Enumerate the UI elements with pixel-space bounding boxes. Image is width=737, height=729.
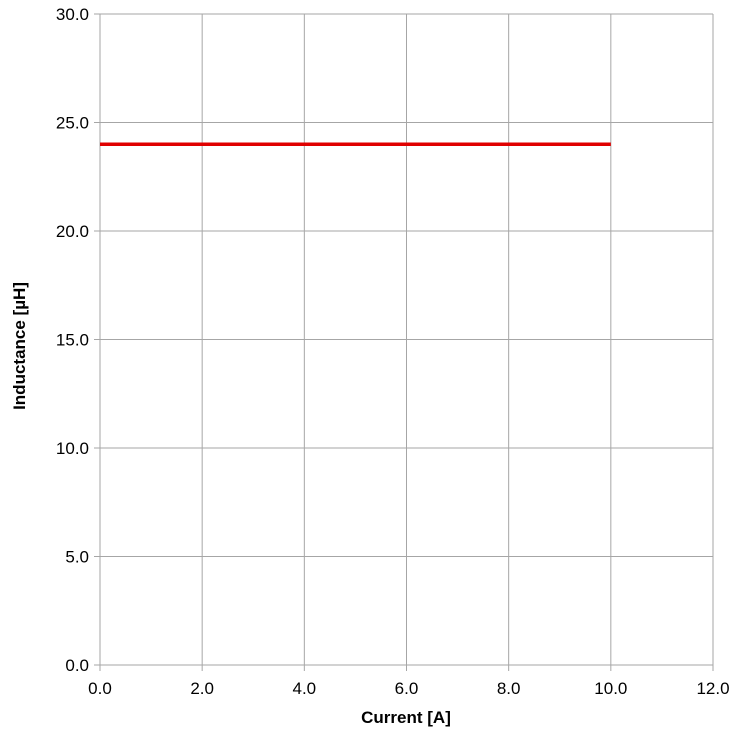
x-tick-label: 4.0 xyxy=(293,679,317,698)
x-tick-label: 10.0 xyxy=(594,679,627,698)
x-axis-title: Current [A] xyxy=(361,708,451,727)
y-tick-label: 10.0 xyxy=(56,439,89,458)
x-tick-label: 2.0 xyxy=(190,679,214,698)
y-tick-label: 25.0 xyxy=(56,114,89,133)
y-tick-label: 20.0 xyxy=(56,222,89,241)
y-axis-title: Inductance [µH] xyxy=(10,282,29,410)
y-tick-label: 0.0 xyxy=(65,656,89,675)
x-tick-label: 8.0 xyxy=(497,679,521,698)
y-tick-label: 30.0 xyxy=(56,5,89,24)
grid xyxy=(94,13,714,671)
y-tick-label: 5.0 xyxy=(65,548,89,567)
y-tick-labels: 0.0 5.0 10.0 15.0 20.0 25.0 30.0 xyxy=(56,5,89,675)
y-tick-label: 15.0 xyxy=(56,331,89,350)
x-tick-label: 6.0 xyxy=(395,679,419,698)
x-tick-label: 12.0 xyxy=(696,679,729,698)
x-tick-label: 0.0 xyxy=(88,679,112,698)
x-tick-labels: 0.0 2.0 4.0 6.0 8.0 10.0 12.0 xyxy=(88,679,729,698)
